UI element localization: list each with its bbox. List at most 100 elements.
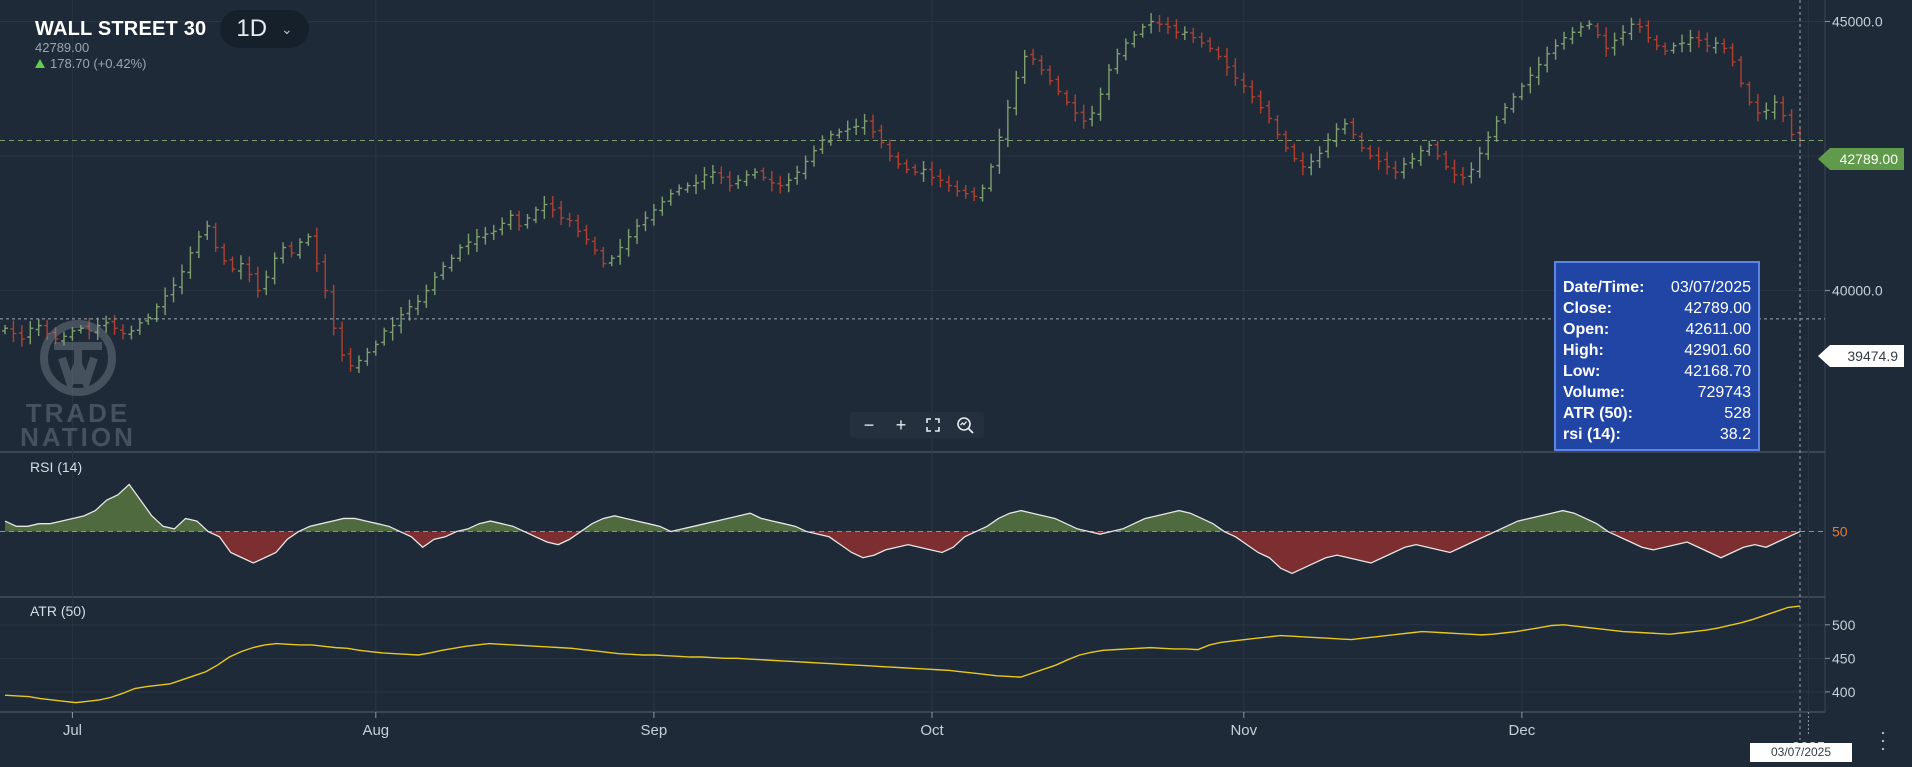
ohlc-bar [524,214,531,229]
ohlc-bar [575,214,582,238]
atr-line [4,605,1801,704]
zoom-out-button[interactable]: − [856,414,882,436]
ohlc-bar [1131,31,1138,48]
ohlc-bar [1493,115,1500,142]
ohlc-bar [979,184,986,202]
ohlc-bar [676,184,683,196]
ohlc-bar [507,210,514,230]
ohlc-bar [617,239,624,265]
chart-header: WALL STREET 30 1D ⌄ [35,10,309,48]
ohlc-bar [794,165,801,185]
ohlc-bar [954,180,961,197]
ohlc-bar [1746,81,1753,106]
y-tick-label: 40000.0 [1832,283,1883,299]
symbol-title: WALL STREET 30 [35,17,207,40]
ohlc-bar [827,130,834,146]
ohlc-bar [1072,94,1079,122]
ohlc-bar [406,299,413,321]
zoom-in-button[interactable]: + [888,414,914,436]
ohlc-bar [920,161,927,182]
ohlc-bar [853,118,860,136]
ohlc-bar [802,155,809,180]
x-tick-label: Sep [641,722,668,739]
x-tick-label: Nov [1230,722,1257,739]
ohlc-bar [1527,66,1534,94]
ohlc-bar [558,200,565,226]
ohlc-bar [667,189,674,206]
ohlc-bar [1400,157,1407,179]
ohlc-bar [1476,146,1483,178]
ohlc-bar [52,327,59,345]
ohlc-bar [1232,58,1239,86]
ohlc-bar [1434,140,1441,160]
ohlc-bar [1341,118,1348,135]
magnify-button[interactable] [952,414,978,436]
ohlc-bar [372,340,379,356]
price-change: 178.70 (+0.42%) [35,56,146,71]
timeframe-selector[interactable]: 1D ⌄ [220,10,309,48]
ohlc-bar [465,233,472,255]
tooltip-key: ATR (50): [1563,405,1633,422]
ohlc-bar [86,317,93,340]
rsi-below-fill [5,531,1800,574]
ohlc-bar [296,238,303,259]
fit-screen-icon [926,418,940,432]
fit-screen-button[interactable] [920,414,946,436]
ohlc-bar [1148,13,1155,34]
x-tick-label: Oct [920,722,944,739]
crosshair-date-tag: 03/07/2025 [1750,743,1852,762]
ohlc-bar [1544,46,1551,73]
ohlc-bar [937,169,944,188]
ohlc-bar [886,139,893,162]
ohlc-bar [583,224,590,245]
ohlc-bar [313,227,320,273]
ohlc-bar [60,331,67,346]
rsi-above-fill [5,484,1800,532]
ohlc-bar [1417,145,1424,166]
ohlc-bar [128,325,135,340]
rsi-tick-label: 50 [1832,524,1848,540]
tooltip-row: Date/Time: 03/07/2025 [1563,277,1751,298]
ohlc-bar [482,226,489,245]
ohlc-bar [119,324,126,340]
ohlc-bar [1451,159,1458,184]
ohlc-bar [473,228,480,252]
ohlc-bar [1282,130,1289,152]
ohlc-bar [448,254,455,272]
tooltip-value: 528 [1724,405,1751,422]
ohlc-bar [1502,103,1509,124]
ohlc-bar [895,152,902,169]
ohlc-bar [347,347,354,372]
ohlc-bar [288,241,295,258]
ohlc-bar [1038,55,1045,76]
ohlc-bar [1628,17,1635,41]
ohlc-bar [1325,133,1332,158]
ohlc-bar [1046,65,1053,86]
ohlc-bar [541,196,548,219]
tooltip-row: Open: 42611.00 [1563,319,1751,340]
ohlc-bar [195,230,202,259]
tooltip-value: 42168.70 [1684,363,1751,380]
ohlc-bar [1510,92,1517,113]
ohlc-bar [398,306,405,334]
ohlc-bar [870,114,877,139]
ohlc-bar [414,294,421,316]
ohlc-bar [246,256,253,283]
tooltip-row: ATR (50): 528 [1563,403,1751,424]
ohlc-bar [1316,146,1323,168]
crosshair-price-tag: 39474.9 [1818,345,1904,367]
ohlc-bar [811,145,818,167]
x-tick-label: Dec [1509,722,1536,739]
ohlc-tooltip: Date/Time: 03/07/2025 Close: 42789.00 Open: 4… [1554,261,1760,451]
ohlc-bar [1518,82,1525,101]
ohlc-bar [1670,42,1677,54]
more-dots-icon[interactable]: · · · [1880,722,1886,758]
tooltip-key: High: [1563,342,1604,359]
ohlc-bar [1122,38,1129,61]
ohlc-bar [718,166,725,185]
tooltip-key: Low: [1563,363,1601,380]
ohlc-bar [1561,31,1568,50]
ohlc-bar [136,318,143,335]
ohlc-bar [490,224,497,240]
ohlc-bar [768,171,775,192]
